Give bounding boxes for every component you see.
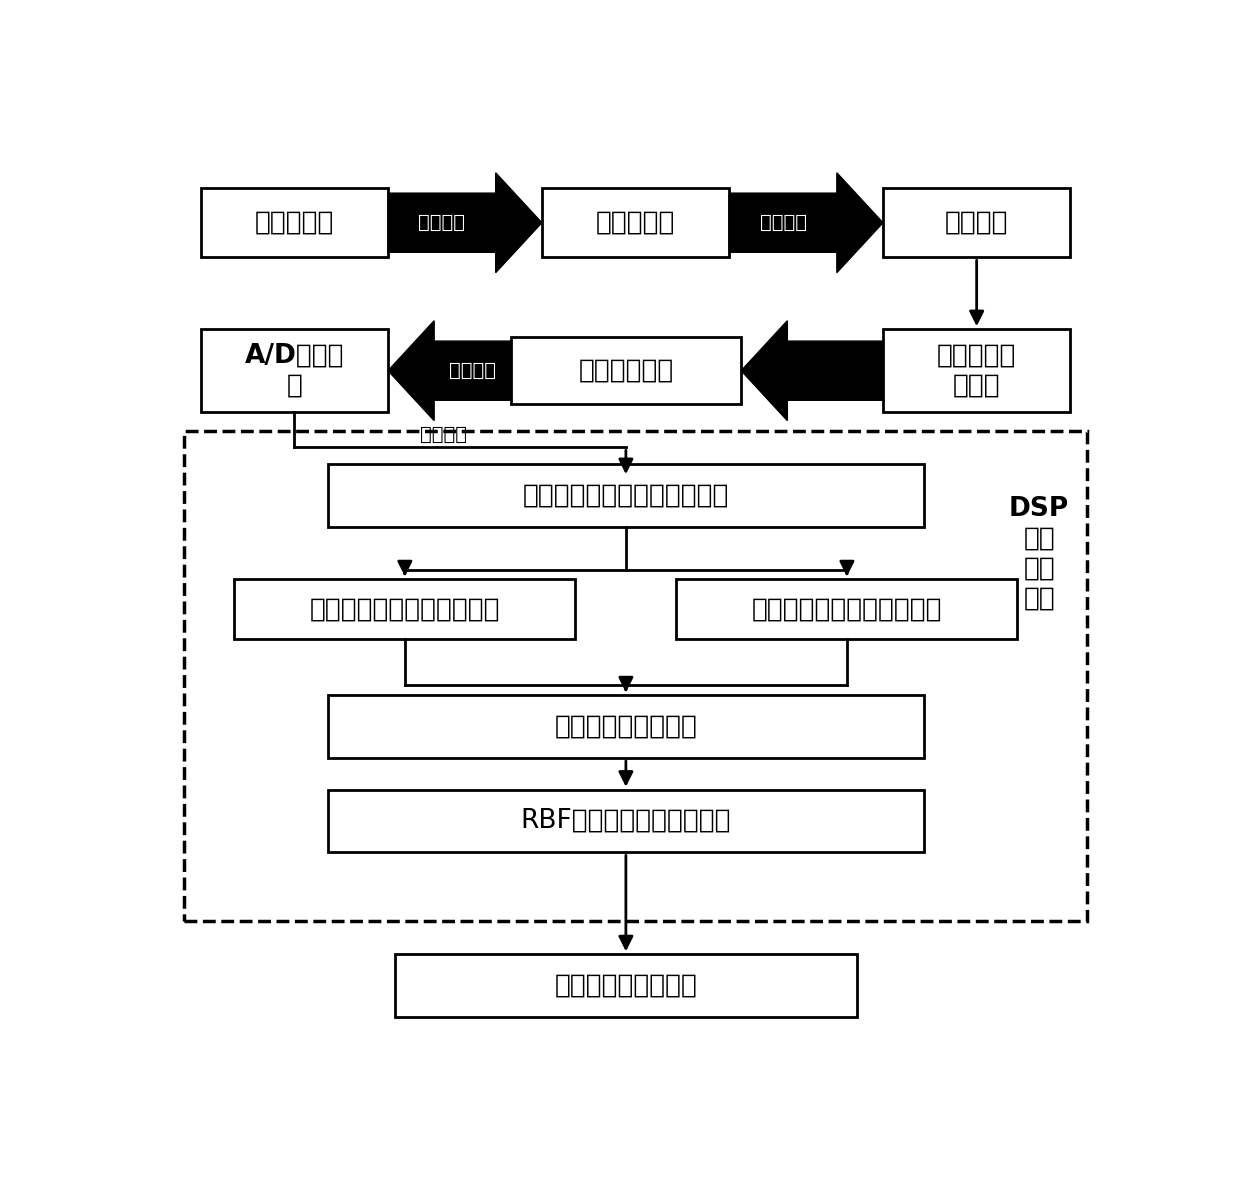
Polygon shape [729, 173, 883, 273]
Text: 信号调理单元: 信号调理单元 [578, 358, 673, 383]
Text: 功率放大器: 功率放大器 [595, 210, 676, 235]
FancyBboxPatch shape [327, 464, 924, 527]
Text: 激励线圈: 激励线圈 [945, 210, 1008, 235]
FancyBboxPatch shape [201, 189, 388, 257]
FancyBboxPatch shape [327, 695, 924, 758]
Text: 数字信号: 数字信号 [420, 425, 466, 443]
Text: 脉冲信号: 脉冲信号 [418, 214, 465, 232]
Text: 输出缺陷长、宽、深: 输出缺陷长、宽、深 [554, 973, 697, 999]
FancyBboxPatch shape [542, 189, 729, 257]
Text: 脉冲信号: 脉冲信号 [760, 214, 806, 232]
Polygon shape [742, 321, 883, 420]
FancyBboxPatch shape [327, 789, 924, 853]
Text: 信号发生器: 信号发生器 [254, 210, 334, 235]
FancyBboxPatch shape [234, 579, 575, 639]
Text: 带权重的时域特征提取模块: 带权重的时域特征提取模块 [310, 596, 500, 622]
FancyBboxPatch shape [511, 337, 742, 404]
Text: DSP
数据
处理
模块: DSP 数据 处理 模块 [1009, 496, 1069, 611]
FancyBboxPatch shape [201, 329, 388, 412]
Text: 主成分分析降维模块: 主成分分析降维模块 [554, 713, 697, 740]
Text: 基于密度的聚类信号分类模块: 基于密度的聚类信号分类模块 [523, 483, 729, 508]
Polygon shape [388, 173, 542, 273]
Text: RBF神经网络缺陷反演模块: RBF神经网络缺陷反演模块 [521, 808, 732, 833]
Text: A/D转换单
元: A/D转换单 元 [244, 342, 343, 399]
Text: 模拟信号: 模拟信号 [449, 362, 496, 381]
Text: 检测线圈阵
列单元: 检测线圈阵 列单元 [937, 342, 1017, 399]
FancyBboxPatch shape [396, 955, 857, 1017]
Text: 带权重的频域特征提取模块: 带权重的频域特征提取模块 [751, 596, 942, 622]
FancyBboxPatch shape [676, 579, 1018, 639]
FancyBboxPatch shape [883, 329, 1070, 412]
Polygon shape [388, 321, 511, 420]
FancyBboxPatch shape [883, 189, 1070, 257]
